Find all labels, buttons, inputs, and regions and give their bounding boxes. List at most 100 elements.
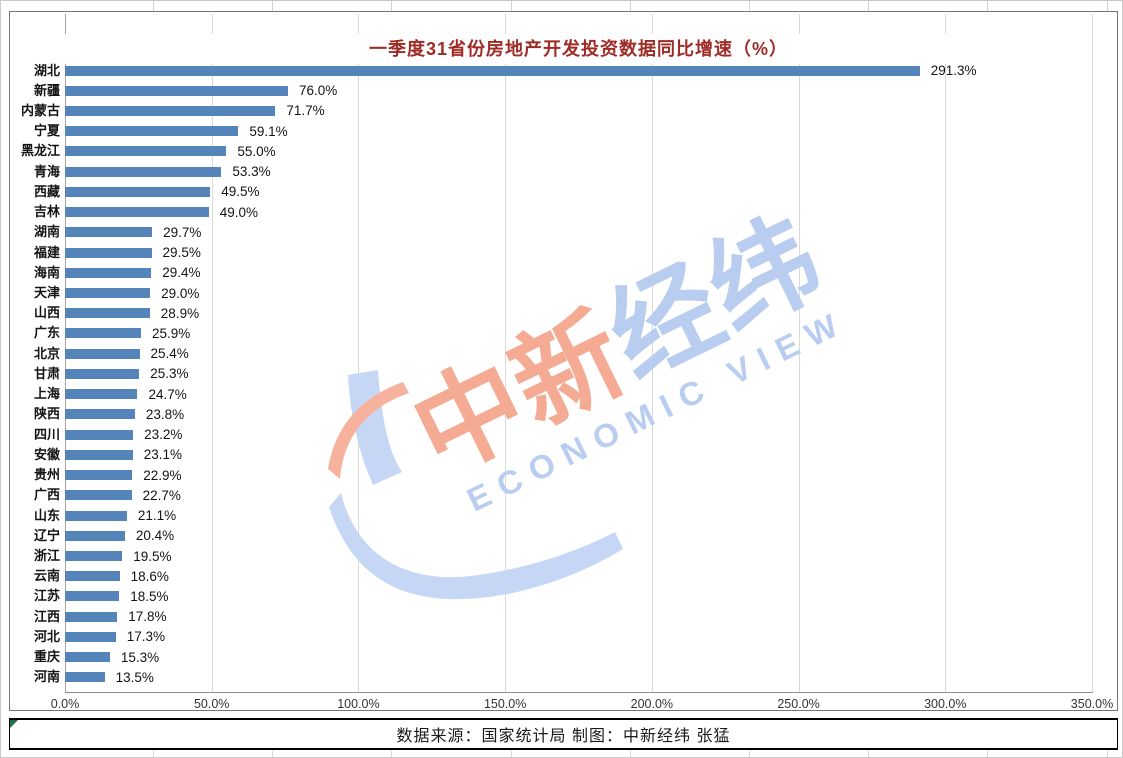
category-label: 天津 xyxy=(33,285,60,301)
value-label: 59.1% xyxy=(249,123,288,139)
value-label: 15.3% xyxy=(120,649,160,665)
category-label: 贵州 xyxy=(33,467,60,483)
category-label: 四川 xyxy=(33,426,60,442)
bar xyxy=(65,611,118,622)
sheet-column-line xyxy=(868,751,869,757)
chart-title: 一季度31省份房地产开发投资数据同比增速（%） xyxy=(65,34,1092,64)
bar xyxy=(65,105,276,116)
gridline xyxy=(1092,14,1093,692)
category-label: 安徽 xyxy=(33,446,60,462)
sheet-column-line xyxy=(272,1,273,11)
category-label: 宁夏 xyxy=(33,123,60,139)
bar xyxy=(65,409,135,420)
value-label: 71.7% xyxy=(286,103,325,119)
category-label: 陕西 xyxy=(33,406,60,422)
x-tick-label: 50.0% xyxy=(193,697,230,711)
category-label: 新疆 xyxy=(33,82,60,98)
value-label: 19.5% xyxy=(133,548,172,564)
bar xyxy=(65,551,123,562)
footer-text: 数据来源：国家统计局 制图：中新经纬 张猛 xyxy=(396,728,731,745)
bar xyxy=(65,247,152,258)
category-label: 吉林 xyxy=(33,204,60,220)
category-label: 河南 xyxy=(33,669,60,685)
bar xyxy=(65,186,211,197)
x-tick-label: 350.0% xyxy=(1070,697,1114,711)
gridline xyxy=(211,14,213,692)
value-label: 24.7% xyxy=(148,386,187,402)
x-tick-label: 150.0% xyxy=(483,697,527,711)
category-label: 江西 xyxy=(33,608,60,624)
bar xyxy=(65,510,127,521)
sheet-column-line xyxy=(987,1,988,11)
value-label: 49.0% xyxy=(219,204,259,220)
bar xyxy=(65,207,209,218)
gridline xyxy=(798,14,800,692)
value-label: 23.2% xyxy=(144,427,183,443)
category-label: 山西 xyxy=(33,305,60,321)
bar xyxy=(65,166,222,177)
category-label: 云南 xyxy=(33,568,60,584)
value-axis-line xyxy=(65,692,1093,693)
category-label: 广东 xyxy=(33,325,60,341)
value-label: 20.4% xyxy=(135,528,175,544)
sheet-column-line xyxy=(1107,751,1108,757)
bar xyxy=(65,490,132,501)
value-label: 291.3% xyxy=(930,63,977,78)
category-label: 上海 xyxy=(33,386,60,402)
bar xyxy=(65,470,133,481)
category-label: 湖南 xyxy=(33,224,60,240)
value-label: 21.1% xyxy=(137,508,177,524)
sheet-column-line xyxy=(153,751,154,757)
sheet-column-line xyxy=(391,751,392,757)
bar xyxy=(65,571,120,582)
bar xyxy=(65,227,153,238)
x-tick-label: 100.0% xyxy=(337,697,380,711)
value-label: 18.5% xyxy=(130,588,169,604)
sheet-column-line xyxy=(630,751,631,757)
value-label: 29.0% xyxy=(161,285,200,301)
bar xyxy=(65,530,125,541)
value-label: 18.6% xyxy=(130,568,169,584)
gridline xyxy=(505,14,507,692)
plot-area: 0.0% 50.0% 100.0% 150.0% 200.0% 250.0% 300.0% 3… xyxy=(10,12,1117,711)
category-label: 河北 xyxy=(33,628,60,644)
bar xyxy=(65,591,120,602)
sheet-column-line xyxy=(511,1,512,11)
bar xyxy=(65,308,150,319)
value-label: 29.7% xyxy=(163,224,202,240)
value-label: 49.5% xyxy=(221,184,260,200)
sheet-column-line xyxy=(630,1,631,11)
x-tick-label: 0.0% xyxy=(50,697,80,711)
category-label: 重庆 xyxy=(33,649,60,665)
bar xyxy=(65,146,227,157)
category-label: 山东 xyxy=(33,507,60,523)
category-label: 海南 xyxy=(33,264,60,280)
sheet-column-line xyxy=(1107,1,1108,11)
x-tick-label: 250.0% xyxy=(777,697,820,711)
bar xyxy=(65,85,288,96)
sheet-column-line xyxy=(749,1,750,11)
category-label: 江苏 xyxy=(33,588,60,604)
category-label: 内蒙古 xyxy=(20,102,60,118)
bar xyxy=(65,652,110,663)
value-label: 55.0% xyxy=(237,143,276,159)
value-label: 25.9% xyxy=(151,325,191,341)
bar xyxy=(65,267,152,278)
category-label: 甘肃 xyxy=(33,365,60,381)
category-label: 黑龙江 xyxy=(20,143,60,159)
value-label: 29.5% xyxy=(162,245,201,261)
x-tick-label: 200.0% xyxy=(630,697,674,711)
sheet-column-line xyxy=(272,751,273,757)
value-label: 13.5% xyxy=(115,669,154,685)
value-label: 76.0% xyxy=(299,83,338,99)
sheet-column-line xyxy=(511,751,512,757)
value-label: 17.3% xyxy=(126,629,166,645)
category-label: 浙江 xyxy=(33,548,60,564)
value-label: 22.9% xyxy=(143,467,182,483)
category-label: 湖北 xyxy=(33,62,60,78)
category-label: 青海 xyxy=(33,163,60,179)
bar xyxy=(65,126,239,137)
bar xyxy=(65,348,140,359)
value-label: 23.8% xyxy=(145,406,185,422)
